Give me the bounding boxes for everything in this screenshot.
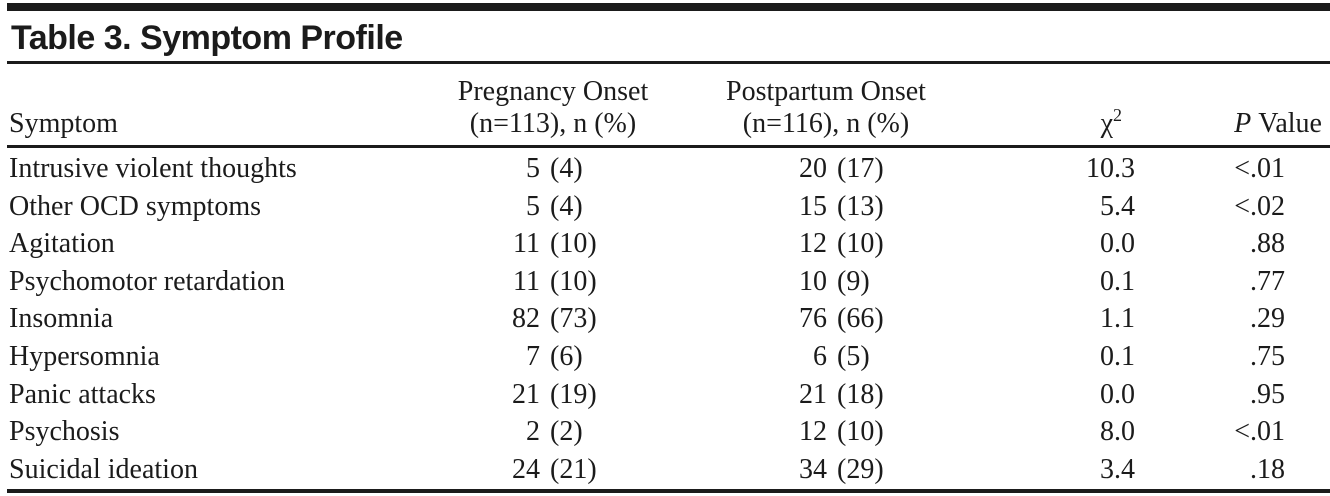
chi-square-value: 0.1 [1100, 265, 1135, 297]
symptom-name: Hypersomnia [9, 340, 160, 372]
table-row: Insomnia 82 (73) 76 (66) 1.1 .29 [0, 300, 1330, 338]
chi-square-value: 8.0 [1100, 416, 1135, 448]
chi-square-value: 0.0 [1100, 228, 1135, 260]
table-row: Hypersomnia 7 (6) 6 (5) 0.1 .75 [0, 338, 1330, 376]
table-row: Intrusive violent thoughts 5 (4) 20 (17)… [0, 150, 1330, 188]
pregnancy-onset-n: 24 [512, 453, 540, 485]
postpartum-onset-header-line1: Postpartum Onset [726, 76, 926, 107]
postpartum-onset-pct: (13) [837, 190, 884, 222]
pregnancy-onset-pct: (4) [550, 190, 583, 222]
chi-square-value: 0.1 [1100, 340, 1135, 372]
table-row: Suicidal ideation 24 (21) 34 (29) 3.4 .1… [0, 451, 1330, 489]
postpartum-onset-n: 15 [799, 190, 827, 222]
pregnancy-onset-pct: (10) [550, 228, 597, 260]
table-row: Panic attacks 21 (19) 21 (18) 0.0 .95 [0, 376, 1330, 414]
column-header-row: Symptom Pregnancy Onset (n=113), n (%) P… [0, 64, 1330, 145]
table-title: Table 3. Symptom Profile [11, 19, 403, 57]
pregnancy-onset-n: 7 [526, 340, 540, 372]
column-header-symptom: Symptom [9, 108, 118, 139]
pregnancy-onset-n: 82 [512, 303, 540, 335]
pregnancy-onset-pct: (2) [550, 416, 583, 448]
pregnancy-onset-pct: (19) [550, 378, 597, 410]
pregnancy-onset-pct: (4) [550, 153, 583, 184]
symptom-name: Panic attacks [9, 378, 156, 410]
postpartum-onset-n: 12 [799, 416, 827, 448]
symptom-name: Intrusive violent thoughts [9, 153, 297, 184]
chi-square-value: 10.3 [1086, 153, 1135, 184]
pregnancy-onset-pct: (73) [550, 303, 597, 335]
column-header-postpartum-onset: Postpartum Onset (n=116), n (%) [726, 76, 926, 140]
p-value-cell: <.01 [1234, 416, 1285, 448]
bottom-rule [7, 489, 1330, 493]
postpartum-onset-pct: (10) [837, 416, 884, 448]
table-row: Psychomotor retardation 11 (10) 10 (9) 0… [0, 263, 1330, 301]
table-row: Other OCD symptoms 5 (4) 15 (13) 5.4 <.0… [0, 188, 1330, 226]
symptom-name: Insomnia [9, 303, 114, 335]
pregnancy-onset-pct: (6) [550, 340, 583, 372]
postpartum-onset-header-line2: (n=116), n (%) [742, 108, 910, 139]
p-value-cell: .18 [1250, 453, 1285, 485]
postpartum-onset-pct: (17) [837, 153, 884, 184]
postpartum-onset-pct: (10) [837, 228, 884, 260]
pregnancy-onset-n: 21 [512, 378, 540, 410]
pregnancy-onset-n: 11 [513, 228, 540, 260]
pregnancy-onset-n: 2 [526, 416, 540, 448]
pregnancy-onset-pct: (10) [550, 265, 597, 297]
chi-square-value: 5.4 [1100, 190, 1135, 222]
postpartum-onset-pct: (66) [837, 303, 884, 335]
chi-square-superscript: 2 [1113, 105, 1122, 125]
postpartum-onset-n: 76 [799, 303, 827, 335]
symptom-name: Psychosis [9, 416, 120, 448]
postpartum-onset-n: 10 [799, 265, 827, 297]
pregnancy-onset-n: 11 [513, 265, 540, 297]
symptom-name: Suicidal ideation [9, 453, 198, 485]
table-row: Psychosis 2 (2) 12 (10) 8.0 <.01 [0, 413, 1330, 451]
postpartum-onset-n: 12 [799, 228, 827, 260]
chi-square-value: 3.4 [1100, 453, 1135, 485]
pregnancy-onset-pct: (21) [550, 453, 597, 485]
p-value-italic-p: P [1234, 108, 1252, 139]
symptom-name: Other OCD symptoms [9, 190, 261, 222]
p-value-cell: .29 [1250, 303, 1285, 335]
p-value-cell: .75 [1250, 340, 1285, 372]
column-header-chi-square: χ2 [1100, 105, 1122, 140]
postpartum-onset-n: 21 [799, 378, 827, 410]
p-value-cell: .88 [1250, 228, 1285, 260]
header-divider-rule [7, 145, 1330, 148]
p-value-word: Value [1258, 108, 1322, 139]
postpartum-onset-pct: (29) [837, 453, 884, 485]
chi-square-value: 1.1 [1100, 303, 1135, 335]
p-value-cell: <.01 [1234, 153, 1285, 184]
symptom-name: Agitation [9, 228, 115, 260]
pregnancy-onset-header-line1: Pregnancy Onset [457, 76, 649, 107]
title-divider-rule [7, 61, 1330, 64]
symptom-name: Psychomotor retardation [9, 265, 286, 297]
chi-square-value: 0.0 [1100, 378, 1135, 410]
p-value-cell: .77 [1250, 265, 1285, 297]
postpartum-onset-pct: (18) [837, 378, 884, 410]
postpartum-onset-pct: (9) [837, 265, 870, 297]
column-header-pregnancy-onset: Pregnancy Onset (n=113), n (%) [458, 76, 649, 140]
postpartum-onset-n: 6 [813, 340, 827, 372]
postpartum-onset-n: 34 [799, 453, 827, 485]
pregnancy-onset-n: 5 [526, 190, 540, 222]
p-value-cell: <.02 [1234, 190, 1285, 222]
column-header-p-value: P Value [1234, 108, 1322, 140]
symptom-data-table: Intrusive violent thoughts 5 (4) 20 (17)… [0, 150, 1330, 488]
postpartum-onset-pct: (5) [837, 340, 870, 372]
table-row: Agitation 11 (10) 12 (10) 0.0 .88 [0, 225, 1330, 263]
top-thick-rule [7, 3, 1330, 11]
chi-symbol: χ [1100, 108, 1113, 139]
pregnancy-onset-header-line2: (n=113), n (%) [469, 108, 637, 139]
p-value-cell: .95 [1250, 378, 1285, 410]
pregnancy-onset-n: 5 [526, 153, 540, 184]
postpartum-onset-n: 20 [799, 153, 827, 184]
